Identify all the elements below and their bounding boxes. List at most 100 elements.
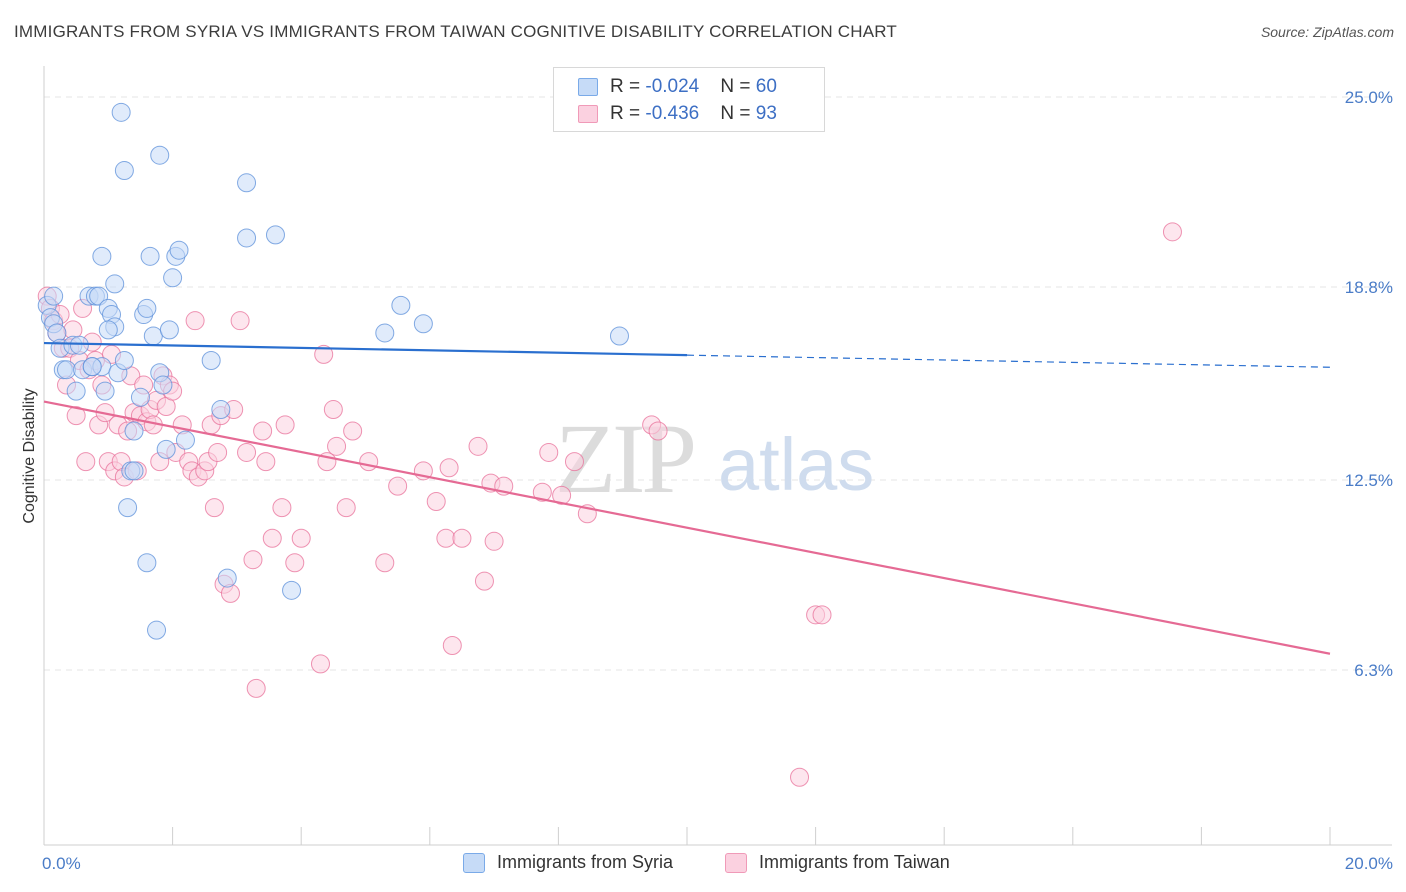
syria-point: [156, 439, 176, 459]
taiwan-point: [426, 491, 446, 511]
taiwan-point: [474, 571, 494, 591]
syria-point: [201, 351, 221, 371]
correlation-legend: R = -0.024 N = 60 R = -0.436 N = 93: [553, 67, 825, 132]
syria-point: [153, 375, 173, 395]
syria-point: [57, 360, 77, 380]
syria-point: [237, 173, 257, 193]
syria-point: [114, 351, 134, 371]
watermark: ZIP atlas: [555, 403, 874, 514]
legend-n-label: N =: [720, 103, 756, 124]
taiwan-point: [484, 531, 504, 551]
taiwan-point: [375, 553, 395, 573]
taiwan-trend-line: [43, 400, 1331, 655]
syria-point: [375, 323, 395, 343]
syria-trend-extension: [686, 354, 1331, 368]
taiwan-point: [220, 583, 240, 603]
legend-swatch-taiwan: [578, 105, 598, 123]
y-axis-label: Cognitive Disability: [21, 388, 38, 523]
taiwan-point: [253, 421, 273, 441]
syria-point: [47, 323, 67, 343]
syria-point: [137, 553, 157, 573]
taiwan-point: [246, 678, 266, 698]
trend-lines: [43, 341, 1331, 655]
syria-point: [114, 161, 134, 181]
syria-point: [66, 381, 86, 401]
legend-label-syria: Immigrants from Syria: [497, 852, 674, 872]
taiwan-point: [275, 415, 295, 435]
legend-swatch-syria: [578, 78, 598, 96]
syria-point: [175, 430, 195, 450]
legend-r-value: -0.024: [645, 76, 700, 97]
syria-point: [147, 620, 167, 640]
taiwan-point: [285, 553, 305, 573]
legend-row-syria: R = -0.024 N = 60: [578, 74, 777, 100]
legend-n-value: 93: [755, 103, 777, 124]
chart-title: IMMIGRANTS FROM SYRIA VS IMMIGRANTS FROM…: [14, 22, 898, 41]
taiwan-point: [323, 400, 343, 420]
taiwan-point: [208, 442, 228, 462]
taiwan-point: [310, 654, 330, 674]
legend-row-taiwan: R = -0.436 N = 93: [578, 101, 777, 127]
legend-n-value: 60: [755, 76, 777, 97]
legend-label-taiwan: Immigrants from Taiwan: [759, 852, 950, 872]
syria-point: [140, 246, 160, 266]
syria-point: [609, 326, 629, 346]
taiwan-point: [256, 452, 276, 472]
syria-point: [143, 326, 163, 346]
syria-point: [111, 102, 131, 122]
taiwan-point: [1162, 222, 1182, 242]
x-tick-label-min: 0.0%: [42, 854, 81, 873]
legend-n-label: N =: [720, 76, 756, 97]
taiwan-point: [336, 498, 356, 518]
taiwan-point: [243, 550, 263, 570]
y-tick-label: 12.5%: [1345, 471, 1393, 490]
taiwan-point: [359, 452, 379, 472]
taiwan-point: [327, 436, 347, 456]
taiwan-point: [539, 442, 559, 462]
taiwan-point: [185, 311, 205, 331]
taiwan-point: [272, 498, 292, 518]
legend-item-taiwan: Immigrants from Taiwan: [725, 852, 950, 873]
syria-point: [413, 314, 433, 334]
syria-point: [118, 498, 138, 518]
syria-point: [92, 246, 112, 266]
syria-point: [105, 274, 125, 294]
series-syria-points: [37, 102, 629, 640]
taiwan-point: [564, 452, 584, 472]
taiwan-point: [552, 485, 572, 505]
legend-item-syria: Immigrants from Syria: [463, 852, 673, 873]
legend-swatch-taiwan: [725, 852, 747, 873]
tick-labels: 25.0% 18.8% 12.5% 6.3% 0.0% 20.0%: [42, 88, 1393, 873]
taiwan-point: [468, 436, 488, 456]
syria-point: [163, 268, 183, 288]
taiwan-point: [388, 476, 408, 496]
taiwan-point: [812, 605, 832, 625]
syria-point: [159, 320, 179, 340]
taiwan-point: [648, 421, 668, 441]
y-tick-label: 25.0%: [1345, 88, 1393, 107]
taiwan-point: [532, 482, 552, 502]
syria-point: [124, 421, 144, 441]
taiwan-point: [230, 311, 250, 331]
syria-trend-line: [43, 341, 688, 357]
syria-point: [137, 298, 157, 318]
taiwan-point: [436, 528, 456, 548]
taiwan-point: [314, 344, 334, 364]
syria-point: [169, 240, 189, 260]
taiwan-point: [237, 442, 257, 462]
syria-point: [124, 461, 144, 481]
syria-point: [130, 387, 150, 407]
syria-point: [237, 228, 257, 248]
legend-r-value: -0.436: [645, 103, 700, 124]
y-tick-label: 18.8%: [1345, 278, 1393, 297]
taiwan-point: [204, 498, 224, 518]
syria-point: [44, 286, 64, 306]
syria-point: [211, 400, 231, 420]
syria-point: [265, 225, 285, 245]
syria-point: [69, 335, 89, 355]
watermark-atlas: atlas: [718, 423, 874, 506]
legend-r-label: R =: [610, 103, 646, 124]
taiwan-point: [262, 528, 282, 548]
taiwan-point: [442, 635, 462, 655]
